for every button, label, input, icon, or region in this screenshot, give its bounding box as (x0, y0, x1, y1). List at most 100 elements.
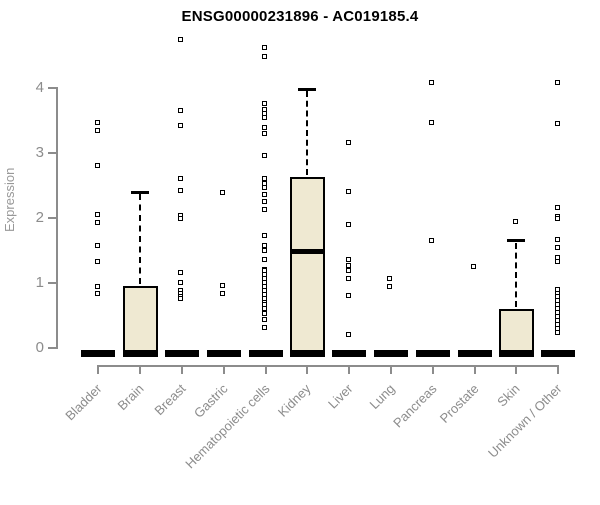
outlier-point (220, 189, 226, 195)
outlier-point (262, 131, 267, 137)
outlier-point (262, 44, 267, 50)
outlier-point (554, 204, 560, 210)
outlier-point (262, 124, 267, 130)
outlier-point (345, 262, 351, 268)
outlier-point (345, 331, 351, 337)
whisker-line (515, 242, 518, 307)
outlier-point (387, 284, 393, 290)
x-tick (306, 366, 309, 374)
outlier-point (178, 279, 184, 285)
outlier-point (262, 110, 267, 116)
outlier-point (262, 152, 267, 158)
outlier-point (554, 245, 560, 251)
x-tick (264, 366, 267, 374)
outlier-point (178, 296, 184, 302)
x-tick (222, 366, 225, 374)
zero-bar (164, 350, 199, 357)
outlier-point (554, 120, 560, 126)
outlier-point (94, 259, 100, 265)
outlier-point (262, 311, 267, 317)
outlier-point (94, 163, 100, 169)
outlier-point (262, 115, 267, 121)
median-line (289, 249, 325, 255)
x-tick (431, 366, 434, 374)
y-tick (48, 87, 56, 89)
box (289, 177, 325, 357)
box (122, 286, 158, 357)
outlier-point (262, 185, 267, 191)
zero-bar (290, 350, 325, 357)
x-tick (557, 366, 560, 374)
outlier-point (94, 220, 100, 226)
whisker-line (139, 194, 142, 285)
y-tick-label: 4 (35, 79, 44, 96)
outlier-point (262, 180, 267, 186)
y-tick (48, 347, 56, 349)
outlier-point (554, 329, 560, 335)
zero-bar (81, 350, 116, 357)
outlier-point (262, 256, 267, 262)
outlier-point (429, 79, 435, 85)
y-axis-line (56, 87, 58, 349)
y-tick (48, 152, 56, 154)
outlier-point (345, 139, 351, 145)
outlier-point (262, 305, 267, 311)
y-tick (48, 282, 56, 284)
y-tick-label: 2 (35, 209, 44, 226)
outlier-point (220, 291, 226, 297)
outlier-point (178, 187, 184, 193)
whisker-cap (131, 190, 150, 194)
y-tick-label: 3 (35, 144, 44, 161)
outlier-point (262, 198, 267, 204)
zero-bar (499, 350, 534, 357)
x-tick (180, 366, 183, 374)
outlier-point (262, 233, 267, 239)
outlier-point (178, 107, 184, 113)
outlier-point (178, 215, 184, 221)
chart-title: ENSG00000231896 - AC019185.4 (181, 8, 419, 25)
zero-bar (332, 350, 367, 357)
x-tick (473, 366, 476, 374)
outlier-point (94, 284, 100, 290)
x-axis-line (97, 365, 560, 367)
zero-bar (373, 350, 408, 357)
outlier-point (554, 215, 560, 221)
outlier-point (345, 188, 351, 194)
outlier-point (94, 128, 100, 134)
outlier-point (178, 37, 184, 43)
x-tick (515, 366, 518, 374)
zero-bar (541, 350, 576, 357)
outlier-point (178, 176, 184, 182)
outlier-point (345, 257, 351, 263)
y-tick-label: 0 (35, 339, 44, 356)
outlier-point (471, 263, 476, 269)
box (498, 309, 534, 357)
outlier-point (94, 211, 100, 217)
outlier-point (94, 243, 100, 249)
zero-bar (457, 350, 492, 357)
zero-bar (206, 350, 241, 357)
outlier-point (262, 175, 267, 181)
outlier-point (512, 219, 518, 225)
outlier-point (262, 316, 267, 322)
y-tick (48, 217, 56, 219)
outlier-point (345, 293, 351, 299)
outlier-point (94, 119, 100, 125)
x-tick (139, 366, 142, 374)
outlier-point (178, 122, 184, 128)
x-tick (389, 366, 392, 374)
outlier-point (262, 101, 267, 107)
outlier-point (554, 79, 560, 85)
zero-bar (123, 350, 158, 357)
outlier-point (554, 236, 560, 242)
zero-bar (415, 350, 450, 357)
outlier-point (94, 291, 100, 297)
outlier-point (345, 222, 351, 228)
outlier-point (554, 258, 560, 264)
outlier-point (262, 243, 267, 249)
outlier-point (345, 276, 351, 282)
outlier-point (387, 275, 393, 281)
outlier-point (262, 191, 267, 197)
